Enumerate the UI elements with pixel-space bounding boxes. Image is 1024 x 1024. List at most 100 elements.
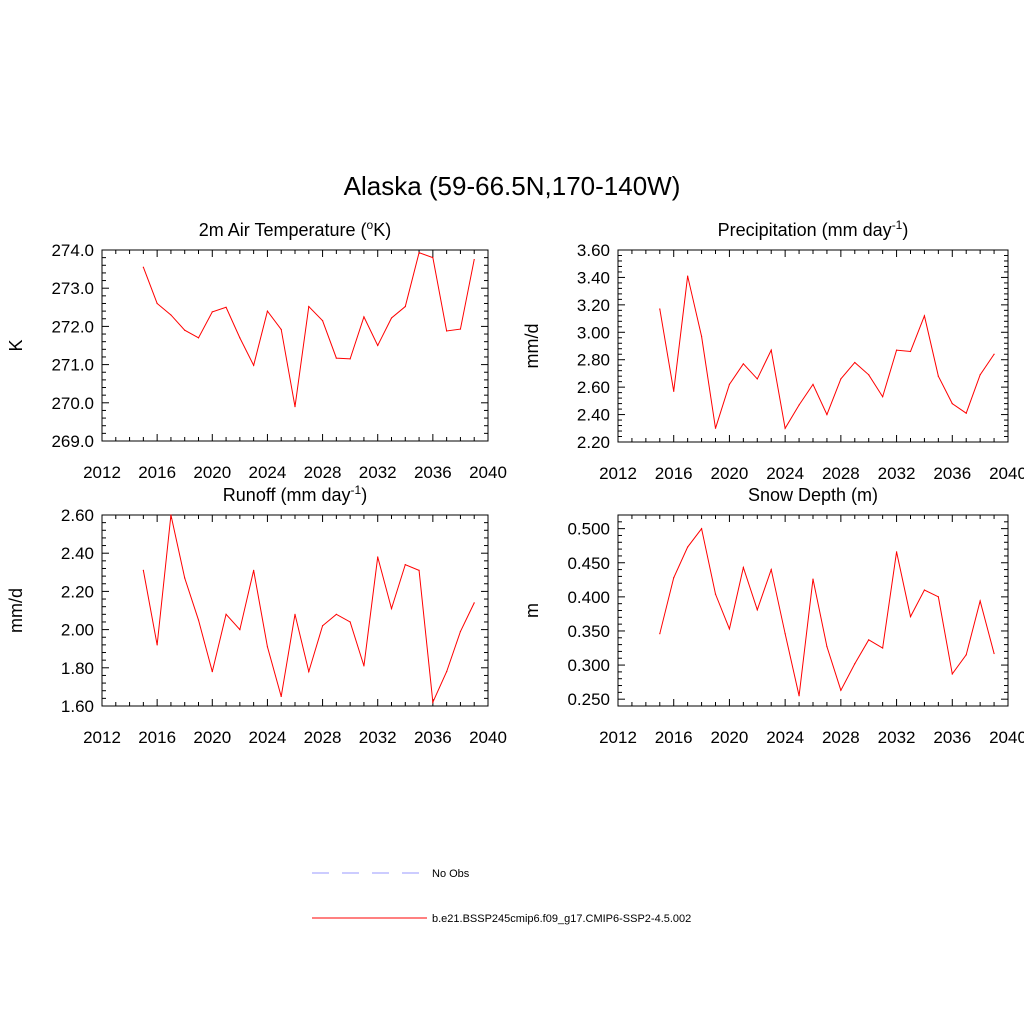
data-point bbox=[854, 361, 856, 364]
data-point bbox=[308, 671, 310, 673]
y-axis-label: m bbox=[522, 603, 542, 618]
data-point bbox=[937, 375, 939, 377]
data-point bbox=[156, 644, 158, 646]
data-point bbox=[473, 602, 475, 604]
data-point bbox=[714, 593, 717, 595]
data-point bbox=[197, 619, 200, 621]
data-point bbox=[742, 566, 744, 569]
y-tick-label: 0.350 bbox=[567, 622, 610, 641]
x-tick-label: 2032 bbox=[359, 728, 397, 747]
data-point bbox=[225, 613, 227, 615]
data-point bbox=[826, 646, 828, 648]
data-point bbox=[142, 569, 144, 571]
data-point bbox=[266, 646, 269, 648]
y-tick-label: 1.80 bbox=[61, 659, 94, 678]
legend: No Obs b.e21.BSSP245cmip6.f09_g17.CMIP6-S… bbox=[312, 868, 691, 925]
series-line bbox=[659, 527, 995, 696]
y-tick-label: 1.60 bbox=[61, 697, 94, 716]
legend-item: b.e21.BSSP245cmip6.f09_g17.CMIP6-SSP2-4.… bbox=[312, 913, 691, 925]
legend-label: No Obs bbox=[432, 868, 470, 880]
data-point bbox=[363, 665, 365, 667]
data-point bbox=[868, 374, 870, 376]
x-tick-label: 2024 bbox=[249, 728, 287, 747]
data-point bbox=[184, 577, 186, 579]
chart-panel-4: 2012 2016 2020 2024 2028 2032 2036 2040 0.250 0.3… bbox=[522, 485, 1024, 747]
x-tick-label: 2028 bbox=[822, 728, 860, 747]
data-point bbox=[184, 329, 186, 331]
x-tick-label: 2012 bbox=[83, 728, 121, 747]
data-point bbox=[784, 427, 786, 429]
panel-title: Snow Depth (m) bbox=[748, 485, 878, 505]
y-axis-label: mm/d bbox=[522, 324, 542, 369]
y-tick-label: 274.0 bbox=[51, 241, 94, 260]
data-point bbox=[784, 633, 786, 635]
data-point bbox=[659, 633, 661, 635]
x-tick-label: 2028 bbox=[304, 728, 342, 747]
x-tick-label: 2016 bbox=[655, 728, 693, 747]
panel-title: Runoff (mm day-1) bbox=[223, 483, 367, 505]
y-tick-label: 2.20 bbox=[61, 582, 94, 601]
x-tick-label: 2036 bbox=[414, 463, 452, 482]
data-point bbox=[459, 328, 462, 330]
y-tick-label: 2.40 bbox=[577, 406, 610, 425]
data-point bbox=[473, 258, 475, 261]
data-point bbox=[993, 353, 995, 355]
data-point bbox=[659, 308, 661, 310]
x-tick-label: 2016 bbox=[138, 463, 176, 482]
data-point bbox=[714, 427, 717, 429]
x-tick-label: 2016 bbox=[655, 464, 693, 483]
data-point bbox=[673, 577, 675, 579]
plot-frame bbox=[101, 249, 489, 442]
x-tick-label: 2024 bbox=[766, 464, 804, 483]
data-point bbox=[266, 310, 269, 312]
y-tick-label: 272.0 bbox=[51, 317, 94, 336]
y-tick-label: 2.40 bbox=[61, 544, 94, 563]
x-tick-label: 2040 bbox=[989, 464, 1024, 483]
x-tick-label: 2016 bbox=[138, 728, 176, 747]
x-tick-label: 2020 bbox=[711, 464, 749, 483]
data-point bbox=[142, 266, 144, 268]
data-point bbox=[868, 639, 870, 641]
data-point bbox=[170, 514, 172, 516]
data-point bbox=[335, 613, 337, 615]
data-point bbox=[390, 607, 393, 610]
data-point bbox=[321, 320, 324, 322]
x-tick-label: 2012 bbox=[599, 464, 637, 483]
data-point bbox=[728, 628, 731, 630]
data-point bbox=[812, 383, 814, 385]
data-point bbox=[756, 609, 758, 611]
data-point bbox=[349, 358, 351, 360]
main-title: Alaska (59-66.5N,170-140W) bbox=[344, 171, 681, 201]
x-tick-label: 2028 bbox=[304, 463, 342, 482]
data-point bbox=[335, 357, 337, 359]
data-point bbox=[432, 257, 434, 259]
data-point bbox=[280, 328, 282, 331]
data-point bbox=[390, 317, 393, 319]
data-point bbox=[170, 314, 172, 316]
x-tick-label: 2036 bbox=[933, 464, 971, 483]
data-point bbox=[404, 564, 406, 566]
data-point bbox=[225, 306, 227, 308]
panel-title: Precipitation (mm day-1) bbox=[718, 218, 909, 240]
data-point bbox=[854, 663, 856, 665]
data-point bbox=[404, 305, 406, 308]
data-point bbox=[728, 383, 731, 385]
data-point bbox=[798, 404, 800, 406]
data-point bbox=[294, 613, 296, 615]
data-point bbox=[895, 349, 898, 351]
data-point bbox=[239, 629, 241, 631]
data-point bbox=[937, 596, 939, 598]
data-point bbox=[459, 630, 462, 633]
x-tick-label: 2028 bbox=[822, 464, 860, 483]
data-point bbox=[280, 695, 282, 698]
chart-panel-3: 2012 2016 2020 2024 2028 2032 2036 2040 1.60 1.80… bbox=[6, 483, 507, 747]
y-tick-label: 3.00 bbox=[577, 323, 610, 342]
y-tick-label: 0.400 bbox=[567, 588, 610, 607]
data-point bbox=[965, 412, 967, 414]
x-tick-label: 2040 bbox=[469, 463, 507, 482]
data-point bbox=[700, 335, 703, 337]
data-point bbox=[197, 337, 200, 339]
y-tick-label: 3.40 bbox=[577, 268, 610, 287]
y-tick-label: 2.00 bbox=[61, 621, 94, 640]
data-point bbox=[742, 363, 744, 365]
